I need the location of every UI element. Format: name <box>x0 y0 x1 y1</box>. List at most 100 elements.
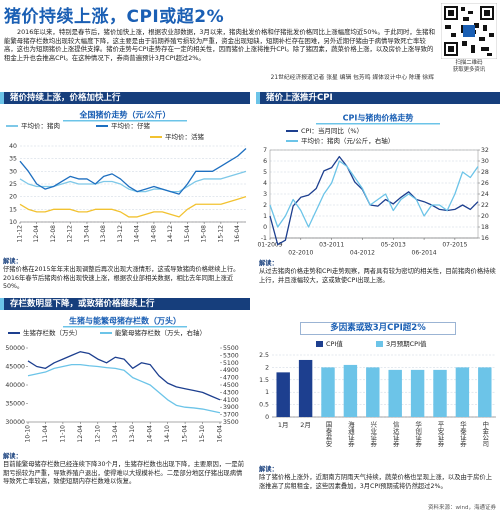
note-label: 解读： <box>3 453 22 460</box>
y2-tick-label: 20 <box>481 213 489 220</box>
x-tick-label: 13-12 <box>117 225 124 243</box>
x-tick-label: 04-2012 <box>350 250 375 257</box>
y-tick-label: 0.5 <box>259 402 269 409</box>
bar <box>343 364 358 417</box>
chart-title-bar <box>316 123 440 125</box>
legend-label: 3月预期CPI值 <box>386 339 427 348</box>
x-tick-label: 14-08 <box>150 225 157 243</box>
x-tick-label: 15-04 <box>184 225 191 243</box>
legend-label: CPI值 <box>326 339 343 348</box>
note-text: 目前能繁母猪存栏数已经连续下降30个月，生猪存栏数也出现下降，主要原因，一是前期… <box>3 461 244 486</box>
y-tick-label: 6 <box>263 158 267 165</box>
qr-caption-line: 获取更多资讯 <box>452 67 486 73</box>
note-text: 从过去猪肉价格走势和CPI走势观察，两者具有较为密切的相关性，目前猪肉价格持续上… <box>259 268 496 284</box>
legend-label: CPI：当月同比（%） <box>301 126 363 135</box>
section-heading: 猪价上涨推升CPI <box>256 92 500 104</box>
series-line <box>19 148 247 195</box>
intro: 2016年以来，特别是春节后，猪价加快上涨，根据农业部数据，3月以来，猪肉批发价… <box>4 28 435 62</box>
legend-swatch <box>376 341 383 347</box>
y-tick-label: 20 <box>9 194 17 201</box>
bar <box>433 369 447 417</box>
y-tick-label: 7 <box>263 147 267 154</box>
legend-swatch <box>316 341 323 347</box>
qr-caption: 扫描二维码 获取更多资讯 <box>440 60 498 74</box>
chart: 生猪与能繁母猪存栏数（万头） 生猪存栏数（万头） 能繁母猪存栏数（万头，右轴） 300… <box>5 316 239 443</box>
bar <box>478 367 492 417</box>
bar <box>321 367 335 417</box>
x-tick-label: 华创证券 <box>414 420 422 449</box>
y-tick-label: 35000 <box>5 401 25 408</box>
y2-tick-label: 3900 <box>223 404 239 411</box>
qr-code <box>441 3 497 59</box>
x-tick-label: 03-2011 <box>319 242 344 249</box>
x-tick-label: 信达证券 <box>391 420 399 449</box>
x-tick-label: 海通证券 <box>346 420 354 449</box>
y2-tick-label: 4900 <box>223 367 239 374</box>
x-tick-label: 平安证券 <box>436 421 444 449</box>
y2-tick-label: 30 <box>481 158 489 165</box>
y2-tick-label: 24 <box>481 191 489 198</box>
x-tick-label: 12-12 <box>67 225 74 243</box>
x-tick-label: 11-10 <box>59 425 66 443</box>
x-tick-label: 10-10 <box>25 425 32 443</box>
y-tick-label: 0 <box>263 224 267 231</box>
y-tick-label: 3 <box>263 191 267 198</box>
legend-label: 平均价：猪肉 <box>21 121 60 130</box>
bar <box>298 359 313 417</box>
x-tick-label: 1月 <box>278 421 289 429</box>
byline: 21世纪经济报道记者 张星 编辑 包芳鸣 媒体设计中心 陈珊 徐辉 <box>270 75 434 81</box>
y-tick-label: 0 <box>265 414 269 421</box>
x-tick-label: 16-04 <box>217 425 224 443</box>
chart: CPI值 3月预期CPI值 0 0.5 1 1.5 2 2.5 1月 2月 国泰君安 海通证券 兴业证券… <box>259 339 496 449</box>
legend-label: 能繁母猪存栏数（万头，右轴） <box>115 328 206 337</box>
y-tick-label: 30 <box>9 168 17 175</box>
note: 解读： 目前能繁母猪存栏数已经连续下降30个月，生猪存栏数也出现下降，主要原因，一… <box>3 453 247 487</box>
x-tick-label: 12-04 <box>77 425 84 443</box>
x-tick-label: 15-12 <box>217 225 224 243</box>
x-tick-label: 兴业证券 <box>369 420 377 449</box>
section-heading: 猪价持续上涨，价格加快上行 <box>0 92 250 104</box>
x-tick-label: 02-2010 <box>288 250 313 257</box>
series-line <box>27 364 221 414</box>
series-line <box>269 155 479 246</box>
chart-title: 全国猪价走势（元/公斤） <box>79 110 171 120</box>
x-tick-label: 11-04 <box>42 425 49 443</box>
x-tick-label: 2月 <box>300 421 311 429</box>
y-tick-label: 1 <box>263 213 267 220</box>
x-tick-label: 11-12 <box>17 225 24 243</box>
x-tick-label: 07-2015 <box>442 242 467 249</box>
qr-caption-line: 扫描二维码 <box>455 60 483 66</box>
x-tick-label: 15-04 <box>182 425 189 443</box>
x-tick-label: 05-2013 <box>381 242 406 249</box>
x-tick-label: 12-10 <box>94 425 101 443</box>
x-tick-label: 13-04 <box>83 225 90 243</box>
x-tick-label: 06-2014 <box>412 250 437 257</box>
note-label: 解读： <box>259 260 278 267</box>
x-tick-label: 15-10 <box>199 425 206 443</box>
y2-tick-label: 3700 <box>223 412 239 419</box>
legend-label: 平均价：活猪 <box>165 132 205 141</box>
y2-tick-label: 3500 <box>223 419 239 426</box>
y-tick-label: 1.5 <box>259 377 269 384</box>
x-tick-label: 中金公司 <box>481 420 489 448</box>
y2-tick-label: 16 <box>481 235 489 242</box>
y-tick-label: 30000 <box>5 419 25 426</box>
y2-tick-label: 4300 <box>223 389 239 396</box>
chart-title-bar <box>63 326 187 328</box>
chart-title-bar <box>63 120 187 122</box>
chart-title: CPI与猪肉价格走势 <box>343 113 414 123</box>
legend-label: 平均价：猪肉（元/公斤，右轴） <box>301 136 394 145</box>
note: 解读： 除了猪价格上涨外，近期南方阴雨天气持续，蔬菜价格也呈现上涨，以及由于房价上… <box>259 466 497 491</box>
x-tick-label: 13-10 <box>129 425 136 443</box>
y-tick-label: 2.5 <box>259 352 269 359</box>
bar <box>276 372 290 417</box>
x-tick-label: 15-08 <box>201 225 208 243</box>
x-tick-label: 16-04 <box>234 225 241 243</box>
series-line <box>27 351 221 401</box>
chart-title: 生猪与能繁母猪存栏数（万头） <box>69 316 181 326</box>
x-tick-label: 13-08 <box>100 225 107 243</box>
bar <box>410 369 425 417</box>
y-tick-label: 15 <box>9 206 17 213</box>
